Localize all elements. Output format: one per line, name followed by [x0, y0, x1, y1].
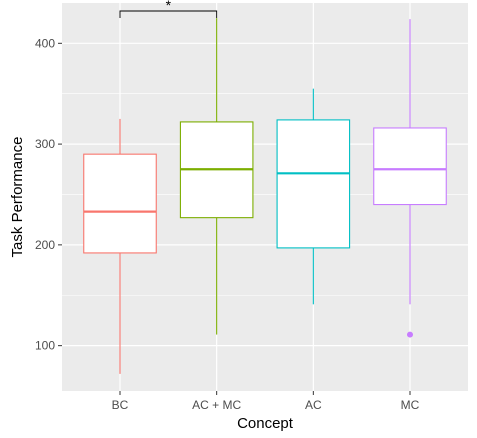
y-axis-title: Task Performance [9, 137, 26, 258]
box-4 [373, 19, 447, 338]
box-2 [179, 18, 254, 335]
significance-bracket [119, 10, 218, 18]
significance-annotation: * [119, 0, 218, 18]
x-axis-title: Concept [237, 415, 294, 432]
y-tick-label: 400 [35, 36, 55, 50]
boxes [83, 18, 447, 374]
y-tick-label: 300 [35, 137, 55, 151]
box-iqr [83, 153, 157, 254]
x-axis-ticks: BC AC + MC AC MC [112, 391, 420, 412]
x-tick-label: AC + MC [192, 398, 241, 412]
outlier-point [407, 331, 413, 338]
significance-label: * [166, 0, 172, 13]
y-tick-label: 200 [35, 238, 55, 252]
y-tick-label: 100 [35, 339, 55, 353]
x-tick-label: BC [112, 398, 129, 412]
box-iqr [276, 119, 351, 249]
box-iqr [373, 127, 447, 206]
box-1 [83, 118, 157, 374]
x-tick-label: MC [401, 398, 420, 412]
box-3 [276, 88, 351, 305]
y-axis-ticks: 100 200 300 400 [35, 36, 62, 353]
x-tick-label: AC [305, 398, 322, 412]
